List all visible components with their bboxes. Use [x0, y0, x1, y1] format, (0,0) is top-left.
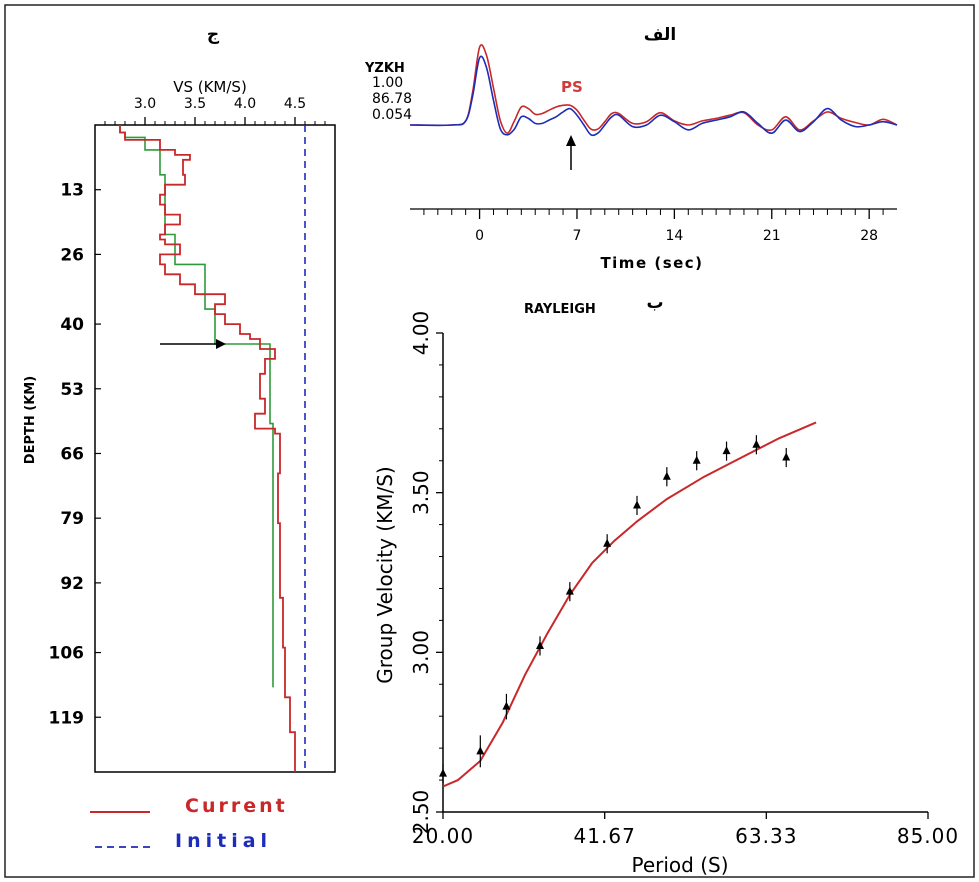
data-point [603, 538, 612, 547]
current-model-line [119, 125, 296, 772]
time-tick-label: 28 [860, 228, 878, 244]
depth-tick-label: 66 [60, 444, 84, 464]
vs-tick-labels: 3.0 3.5 4.0 4.5 [134, 96, 306, 125]
data-point [722, 446, 731, 455]
velocity-plot-frame [94, 124, 336, 773]
ps-arrow [566, 135, 576, 170]
figure-frame [4, 4, 975, 878]
data-point [502, 701, 511, 710]
station-code: YZKH [364, 61, 405, 76]
time-ticks: 0 7 14 21 28 [423, 209, 884, 244]
depth-tick-labels: 13 26 40 53 66 79 92 106 119 [49, 181, 101, 728]
data-point [565, 586, 574, 595]
observed-trace [409, 44, 898, 135]
station-param-1: 1.00 [372, 75, 403, 91]
depth-tick-label: 92 [60, 574, 84, 594]
depth-axis-title: DEPTH (KM) [23, 376, 38, 464]
moho-arrow [160, 339, 226, 349]
data-point [662, 471, 671, 480]
depth-tick-label: 13 [60, 181, 84, 201]
period-tick-label: 63.33 [735, 824, 797, 848]
ps-phase-label: PS [561, 78, 583, 96]
vs-tick-label: 4.0 [234, 96, 256, 112]
wave-type-label: RAYLEIGH [524, 302, 596, 317]
legend-current-label: Current [185, 795, 288, 817]
gv-tick-label: 4.00 [409, 311, 433, 356]
smoothed-model-line [119, 125, 274, 688]
group-velocity-ticks: 2.50 3.00 3.50 4.00 [409, 311, 443, 835]
group-velocity-axis-title: Group Velocity (KM/S) [373, 466, 397, 683]
vs-tick-label: 3.0 [134, 96, 156, 112]
station-param-3: 0.054 [372, 107, 412, 123]
observed-dispersion-points [439, 435, 791, 784]
time-tick-label: 7 [573, 228, 582, 244]
gv-tick-label: 3.50 [409, 470, 433, 515]
receiver-function-panel: الف YZKH 1.00 86.78 0.054 PS 0 7 14 21 28 Ti… [364, 25, 898, 272]
depth-tick-label: 79 [60, 509, 84, 529]
period-ticks: 20.00 41.67 63.33 85.00 [412, 812, 959, 848]
period-tick-label: 85.00 [897, 824, 959, 848]
data-point [752, 439, 761, 448]
depth-tick-label: 106 [49, 644, 85, 664]
panel-c-letter: ج [207, 25, 220, 45]
data-point [476, 746, 485, 755]
vs-tick-label: 3.5 [184, 96, 206, 112]
data-point [536, 640, 544, 649]
vs-tick-label: 4.5 [284, 96, 306, 112]
predicted-trace [409, 55, 898, 137]
predicted-dispersion-curve [442, 421, 817, 788]
velocity-model-panel: ج VS (KM/S) 3.0 3.5 4.0 4.5 132640536679921… [23, 25, 336, 852]
data-point [692, 455, 701, 464]
data-point [633, 500, 641, 509]
data-point [782, 452, 791, 461]
station-param-2: 86.78 [372, 91, 412, 107]
depth-tick-label: 119 [49, 708, 85, 728]
time-tick-label: 0 [475, 228, 484, 244]
data-point [439, 768, 447, 777]
panel-b-letter: ب [646, 293, 663, 313]
period-axis-title: Period (S) [631, 853, 728, 877]
vs-axis-title: VS (KM/S) [173, 78, 247, 96]
period-tick-label: 20.00 [412, 824, 474, 848]
legend-initial-label: Initial [175, 830, 272, 852]
depth-tick-label: 26 [60, 245, 84, 265]
dispersion-panel: ب RAYLEIGH 2.50 3.00 3.50 4.00 20.00 41.67 63… [373, 293, 959, 877]
time-tick-label: 21 [763, 228, 781, 244]
period-tick-label: 41.67 [574, 824, 636, 848]
depth-tick-label: 40 [60, 315, 84, 335]
time-axis-title: Time (sec) [600, 254, 703, 272]
panel-a-letter: الف [644, 25, 676, 45]
time-tick-label: 14 [665, 228, 683, 244]
gv-tick-label: 3.00 [409, 630, 433, 675]
gv-tick-label: 2.50 [409, 790, 433, 835]
depth-tick-label: 53 [60, 380, 84, 400]
legend: Current Initial [90, 795, 288, 852]
